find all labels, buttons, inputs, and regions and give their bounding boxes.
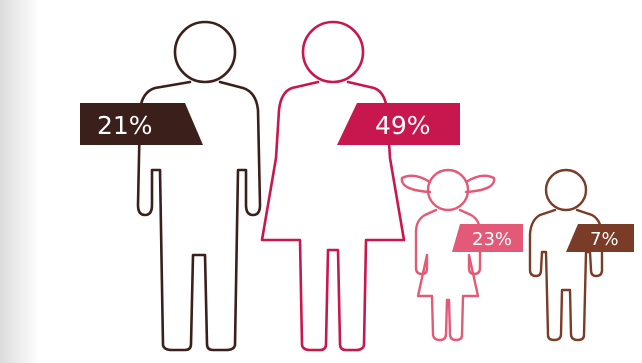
panel: [22, 0, 642, 363]
label-plate-man: [80, 103, 203, 145]
label-man: 21%: [80, 103, 203, 145]
label-plate-girl: [452, 224, 523, 252]
label-plate-woman: [337, 103, 460, 145]
data-label-girl: 23%: [472, 229, 512, 250]
data-label-woman: 49%: [375, 111, 431, 140]
panel-left-fade: [0, 0, 40, 363]
data-label-man: 21%: [97, 111, 153, 140]
boy-icon: [528, 168, 604, 342]
data-label-boy: 7%: [590, 229, 619, 250]
label-boy: 7%: [566, 224, 634, 252]
woman-icon: [260, 20, 406, 352]
girl-icon: [400, 168, 496, 342]
label-woman: 49%: [337, 103, 460, 145]
label-plate-boy: [566, 224, 634, 252]
man-icon: [136, 20, 262, 352]
label-girl: 23%: [452, 224, 523, 252]
